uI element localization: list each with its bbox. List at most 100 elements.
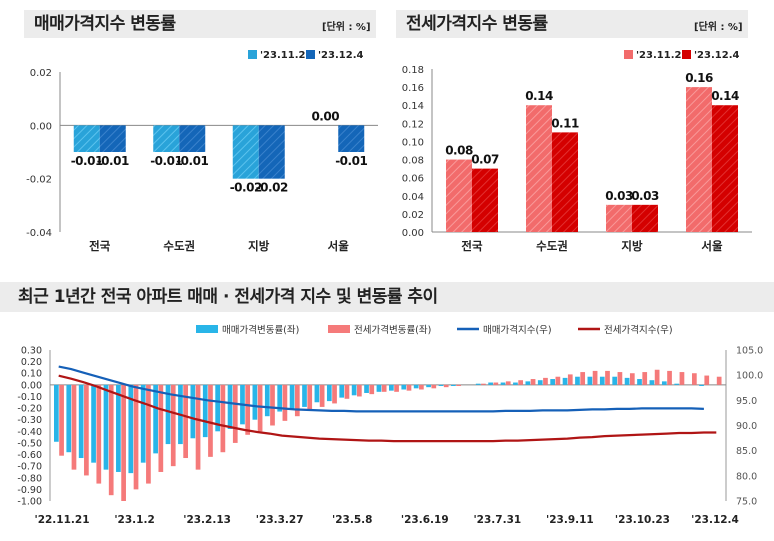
c3-right-ytick-label: 85.0 <box>736 446 757 457</box>
c3-jeonse-bar <box>170 384 176 467</box>
c3-jeonse-bar <box>505 381 511 385</box>
c3-sale-bar <box>91 384 96 463</box>
c3-jeonse-bar <box>394 384 399 392</box>
c3-xtick-label: '23.10.23 <box>615 514 670 526</box>
c3-jeonse-bar <box>294 384 300 417</box>
c1-bar <box>153 125 180 152</box>
c3-jeonse-bar <box>443 384 449 388</box>
c3-jeonse-bar <box>232 384 238 443</box>
c3-right-ytick-label: 100.0 <box>736 371 763 382</box>
c3-sale-bar <box>128 384 134 474</box>
c3-sale-bar <box>537 380 543 385</box>
c3-xtick-label: '23.3.27 <box>256 514 304 526</box>
c3-jeonse-bar <box>642 372 648 385</box>
c3-jeonse-bar <box>282 384 288 421</box>
c2-data-label: 0.11 <box>551 116 579 130</box>
c2-legend-label: '23.11.27 <box>636 50 688 61</box>
c3-right-ytick-label: 105.0 <box>736 346 763 357</box>
c3-jeonse-bar <box>158 384 164 472</box>
c3-sale-bar <box>302 384 307 407</box>
c3-sale-bar <box>202 384 208 438</box>
c3-left-ytick-label: -1.00 <box>17 497 42 508</box>
c3-sale-bar <box>637 379 642 385</box>
c3-sale-index-line <box>58 365 704 413</box>
c3-xtick-label: '23.7.31 <box>473 514 521 526</box>
c3-xtick-label: '23.12.4 <box>691 514 739 526</box>
c3-sale-bar <box>438 384 444 387</box>
c3-jeonse-bar <box>307 384 313 411</box>
c3-sale-bar <box>649 380 655 385</box>
c3-jeonse-bar <box>356 384 362 397</box>
c3-sale-bar <box>227 384 233 429</box>
c3-jeonse-bar <box>493 382 499 385</box>
c3-jeonse-bar <box>629 373 635 385</box>
c1-data-label: -0.01 <box>176 154 208 168</box>
c3-jeonse-bar <box>71 384 77 470</box>
c3-jeonse-bar <box>195 384 201 470</box>
c1-category-label: 전국 <box>89 239 111 253</box>
c2-legend-label: '23.12.4 <box>694 50 739 61</box>
c2-bar <box>526 105 552 232</box>
c2-ytick-label: 0.16 <box>402 83 424 94</box>
c3-sale-bar <box>264 384 270 417</box>
c3-legend-swatch <box>196 325 218 333</box>
c3-jeonse-bar <box>716 376 722 385</box>
sale-change-chart: '23.11.27 '23.12.4 0.02 0.00 -0.02 -0.04 -0.01… <box>26 50 378 253</box>
c1-category-label: 수도권 <box>163 239 195 253</box>
c3-jeonse-bar <box>605 370 610 385</box>
c2-data-label: 0.03 <box>605 189 633 203</box>
c3-jeonse-bar <box>555 376 561 385</box>
c3-jeonse-bar <box>406 384 412 391</box>
c3-sale-bar <box>314 384 320 403</box>
jeonse-change-chart: '23.11.27 '23.12.4 0.18 0.16 0.14 0.12 0.10 0.0… <box>402 50 752 253</box>
c3-sale-bar <box>66 384 72 453</box>
c3-right-ytick-label: 80.0 <box>736 471 757 482</box>
c3-sale-bar <box>401 384 407 390</box>
c3-jeonse-bar <box>319 384 325 407</box>
c3-sale-bar <box>364 384 369 393</box>
c1-data-label: -0.02 <box>230 181 262 195</box>
c3-sale-bar <box>488 382 493 385</box>
c3-sale-bar <box>562 377 568 385</box>
c2-legend-swatch <box>682 50 691 59</box>
c2-category-label: 수도권 <box>536 239 568 253</box>
c3-sale-bar <box>475 383 481 385</box>
c3-sale-bar <box>351 384 357 396</box>
c3-jeonse-bar <box>84 384 89 476</box>
c3-sale-bar <box>612 376 618 385</box>
c1-data-label: -0.01 <box>97 154 129 168</box>
c2-bar <box>606 204 632 232</box>
c3-sale-bar <box>190 384 196 439</box>
c3-left-ytick-label: 0.10 <box>21 369 42 380</box>
c3-sale-bar <box>289 384 295 410</box>
c3-sale-bar <box>153 384 158 454</box>
c3-left-ytick-label: 0.30 <box>21 346 42 357</box>
c3-xtick-label: '23.9.11 <box>546 514 594 526</box>
c3-sale-bar <box>451 384 456 387</box>
c1-data-label: -0.02 <box>256 181 288 195</box>
c1-bar <box>232 125 259 179</box>
c3-jeonse-bar <box>691 373 697 385</box>
c3-jeonse-bar <box>704 375 710 385</box>
c3-jeonse-bar <box>96 384 102 484</box>
c1-data-label: 0.00 <box>311 109 339 123</box>
c3-sale-bar <box>699 384 704 387</box>
c3-sale-bar <box>165 384 171 445</box>
c3-right-ytick-label: 75.0 <box>736 497 757 508</box>
c3-left-ytick-label: -0.70 <box>17 462 42 473</box>
c1-bar <box>258 125 285 179</box>
c3-jeonse-bar <box>543 377 548 385</box>
c3-legend-label: 매매가격지수(우) <box>483 324 552 336</box>
c3-right-ytick-label: 90.0 <box>736 421 757 432</box>
c3-jeonse-bar <box>59 384 64 456</box>
c3-sale-bar <box>661 381 667 385</box>
c3-jeonse-bar <box>183 384 189 459</box>
c3-sale-bar <box>116 384 121 472</box>
c2-bar <box>472 168 498 232</box>
c3-jeonse-bar <box>245 384 251 435</box>
c3-left-ytick-label: 0.00 <box>21 380 42 391</box>
c3-sale-bar <box>525 381 531 385</box>
c1-legend-label: '23.11.27 <box>260 50 312 61</box>
c3-jeonse-bar <box>257 384 263 432</box>
c2-ytick-label: 0.06 <box>402 174 424 185</box>
